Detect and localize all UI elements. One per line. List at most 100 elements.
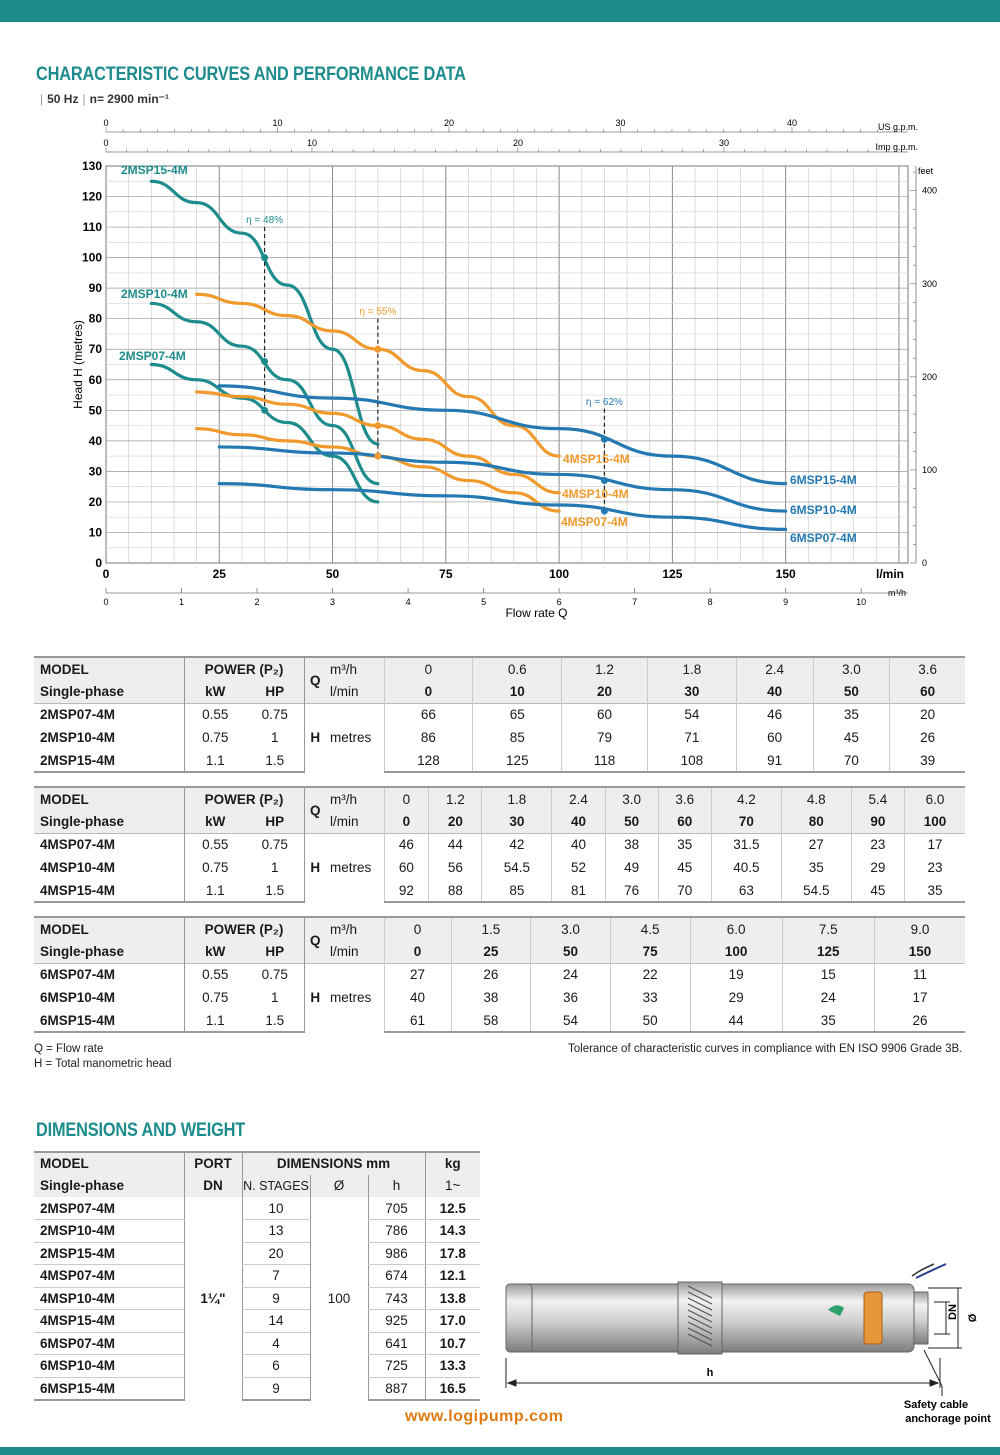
h-cell: 19	[689, 962, 783, 986]
h-cell: 54.5	[481, 856, 552, 879]
kw-cell: 1.1	[183, 1009, 246, 1033]
q-cell: 20	[428, 810, 482, 833]
h-cell: 743	[367, 1287, 425, 1310]
table-row: 2MSP15-4M 20 986 17.8	[34, 1242, 480, 1265]
kg-cell: 14.3	[424, 1219, 480, 1243]
h-cell: 35	[781, 1009, 875, 1033]
footer-url[interactable]: www.logipump.com	[405, 1408, 564, 1425]
kw-header: kW	[183, 810, 246, 833]
x-tick-label-m3h: 3	[330, 597, 335, 607]
h-cell: 38	[604, 832, 659, 856]
kg-cell: 13.8	[424, 1287, 480, 1310]
y-tick-label-feet: 0	[922, 558, 927, 568]
hp-header: HP	[246, 940, 304, 963]
efficiency-point	[600, 435, 608, 443]
h-cell: 61	[383, 1009, 452, 1033]
phase-header: Single-phase	[34, 680, 184, 703]
q-cell: 50	[604, 810, 659, 833]
y-tick-label: 120	[82, 190, 102, 204]
h-cell: 40.5	[710, 856, 782, 879]
model-cell: 4MSP15-4M	[34, 879, 184, 903]
y-tick-label: 110	[83, 220, 103, 234]
hp-cell: 1.5	[246, 1009, 304, 1033]
series-label: 4MSP07-4M	[561, 515, 628, 529]
h-cell: 26	[889, 726, 965, 749]
h-cell: 29	[689, 986, 783, 1009]
q-cell: 0	[383, 940, 452, 963]
stages-cell: 9	[241, 1377, 310, 1401]
x-tick-label-m3h: 2	[255, 597, 260, 607]
q-cell: 9.0	[873, 916, 965, 940]
hp-cell: 0.75	[246, 832, 304, 856]
table-row: 6MSP10-4M 6 725 13.3	[34, 1354, 480, 1378]
table-row: 2MSP15-4M 1.1 1.5 128 125 118 108 91 70 …	[34, 749, 965, 773]
model-cell: 4MSP10-4M	[40, 860, 116, 875]
h-cell: 17	[903, 832, 965, 856]
h-cell: 42	[481, 832, 552, 856]
q-cell: 3.0	[812, 656, 890, 680]
series-label: 2MSP15-4M	[121, 163, 188, 177]
model-cell: 4MSP07-4M	[34, 832, 184, 856]
h-cell: 91	[735, 749, 814, 773]
power-header: POWER (P₂)	[183, 786, 304, 810]
y-tick-label: 40	[89, 434, 103, 448]
model-cell: 6MSP10-4M	[34, 1354, 184, 1378]
series-label: 2MSP07-4M	[119, 349, 186, 363]
q-cell: 3.0	[604, 786, 659, 810]
y-tick-label: 0	[95, 556, 102, 570]
h-label: H	[303, 962, 326, 1032]
stages-cell: 4	[241, 1332, 310, 1355]
cable-label-line2: anchorage point	[905, 1413, 991, 1425]
y-tick-label: 20	[89, 495, 103, 509]
h-cell: 45	[812, 726, 890, 749]
h-cell: 86	[383, 726, 473, 749]
h-cell: 125	[472, 749, 562, 773]
efficiency-point	[600, 507, 608, 515]
q-cell: 80	[780, 810, 852, 833]
q-cell: 30	[481, 810, 552, 833]
q-cell: 100	[689, 940, 783, 963]
table-row: 6MSP10-4M 0.75 1 40 38 36 33 29 24 17	[34, 986, 965, 1009]
kw-header: kW	[183, 940, 246, 963]
table-row: 2MSP07-4M 0.55 0.75 H metres 66 65 60 54…	[34, 702, 965, 772]
stages-header: N. STAGES	[241, 1174, 310, 1197]
series-label: 2MSP10-4M	[121, 287, 188, 301]
h-cell: 725	[367, 1354, 425, 1378]
q-cell: 1.5	[450, 916, 531, 940]
h-cell: 81	[551, 879, 606, 903]
table-row: 6MSP15-4M 1.1 1.5 61 58 54 50 44 35 26	[34, 1009, 965, 1033]
lmin-header: l/min	[326, 940, 384, 963]
metres-label: metres	[326, 962, 384, 1032]
model-cell: 6MSP07-4M	[34, 962, 184, 986]
x-tick-label-impgpm: 0	[103, 138, 108, 148]
table-row: 2MSP07-4M 1¼" 10 100 705 12.5	[34, 1197, 480, 1400]
series-curve	[217, 482, 788, 532]
dimension-lines	[505, 1287, 962, 1396]
subtitle: | 50 Hz | n= 2900 min⁻¹	[40, 92, 169, 106]
y-tick-label-feet: 400	[922, 186, 937, 196]
q-cell: 0	[383, 680, 473, 703]
h-cell: 23	[903, 856, 965, 879]
model-cell: 4MSP07-4M	[34, 1264, 184, 1288]
h-cell: 44	[428, 832, 482, 856]
metres-label: metres	[326, 702, 384, 772]
metres-label: metres	[326, 832, 384, 902]
kg-cell: 12.5	[424, 1197, 480, 1220]
x-unit-lmin: l/min	[876, 567, 904, 581]
kg-cell: 17.8	[424, 1242, 480, 1265]
efficiency-point	[600, 477, 608, 485]
note-h: H = Total manometric head	[34, 1058, 172, 1070]
model-cell: 6MSP07-4M	[34, 1332, 184, 1355]
h-cell: 60	[735, 726, 814, 749]
x-tick-label-m3h: 1	[179, 597, 184, 607]
hp-header: HP	[246, 810, 304, 833]
hp-header: HP	[246, 680, 304, 703]
h-cell: 22	[609, 962, 690, 986]
series-label: 4MSP15-4M	[563, 452, 630, 466]
frequency-text: 50 Hz	[47, 92, 79, 106]
x-tick-label-usgpm: 10	[272, 118, 282, 128]
q-cell: 2.4	[735, 656, 814, 680]
q-cell: 1.8	[646, 656, 737, 680]
lmin-header: l/min	[326, 810, 384, 833]
